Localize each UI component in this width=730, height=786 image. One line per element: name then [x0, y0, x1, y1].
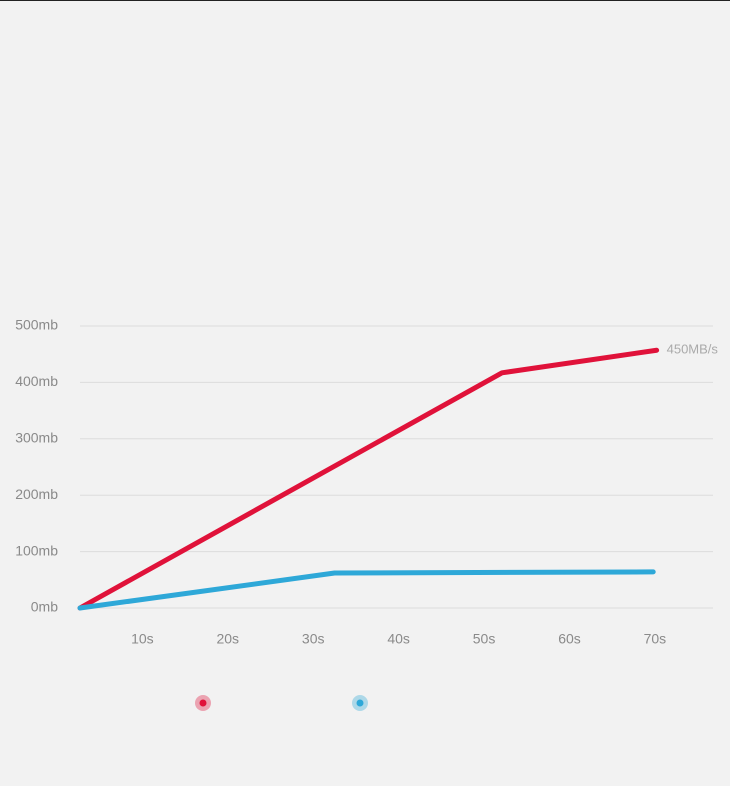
series-line	[77, 569, 656, 611]
legend-marker	[199, 699, 207, 707]
x-tick-label: 50s	[473, 631, 496, 647]
x-tick-label: 20s	[216, 631, 239, 647]
y-tick-label: 300mb	[15, 430, 58, 446]
x-tick-label: 70s	[644, 631, 667, 647]
legend-marker	[356, 699, 364, 707]
x-tick-label: 30s	[302, 631, 325, 647]
y-tick-label: 500mb	[15, 317, 58, 333]
y-tick-label: 0mb	[31, 599, 58, 615]
y-tick-label: 400mb	[15, 373, 58, 389]
y-tick-label: 200mb	[15, 486, 58, 502]
series-line	[77, 347, 660, 611]
x-tick-label: 60s	[558, 631, 581, 647]
annotation: 450MB/s	[667, 342, 719, 357]
x-tick-label: 10s	[131, 631, 154, 647]
y-tick-label: 100mb	[15, 542, 58, 558]
x-tick-label: 40s	[387, 631, 410, 647]
